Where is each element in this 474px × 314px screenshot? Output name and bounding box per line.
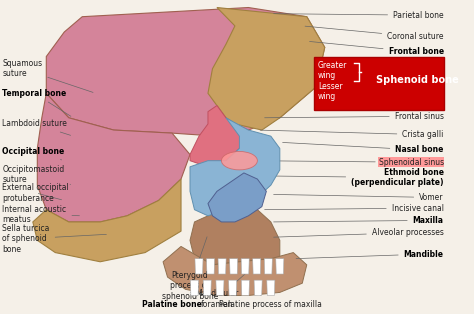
Ellipse shape [221, 151, 257, 170]
Text: Frontal sinus: Frontal sinus [264, 112, 444, 121]
Text: Coronal suture: Coronal suture [305, 26, 444, 41]
Polygon shape [208, 8, 325, 130]
Polygon shape [207, 259, 215, 274]
Text: Palatine bone: Palatine bone [142, 296, 202, 309]
Text: Maxilla: Maxilla [273, 216, 444, 225]
Polygon shape [228, 280, 237, 295]
Text: Internal acoustic
meatus: Internal acoustic meatus [2, 205, 80, 224]
Polygon shape [254, 280, 262, 295]
Text: Sphenoid bone: Sphenoid bone [376, 74, 459, 84]
Text: Ethmoid bone
(perpendicular plate): Ethmoid bone (perpendicular plate) [273, 168, 444, 187]
Polygon shape [37, 93, 190, 222]
Text: Squamous
suture: Squamous suture [2, 59, 93, 92]
Text: Occipitomastoid
suture: Occipitomastoid suture [2, 165, 71, 184]
Text: Mandible: Mandible [296, 250, 444, 259]
Text: Parietal bone: Parietal bone [273, 11, 444, 20]
Text: Occipital bone: Occipital bone [2, 147, 64, 160]
Polygon shape [203, 280, 211, 295]
Text: Alveolar processes: Alveolar processes [273, 228, 444, 237]
Text: Crista galli: Crista galli [260, 130, 444, 139]
Text: Lesser
wing: Lesser wing [318, 82, 343, 101]
Text: Vomer: Vomer [273, 193, 444, 202]
Text: Incisive canal: Incisive canal [264, 204, 444, 213]
Text: Lambdoid suture: Lambdoid suture [2, 119, 71, 135]
Polygon shape [46, 8, 325, 136]
Polygon shape [216, 280, 224, 295]
Text: Sphenoidal sinus: Sphenoidal sinus [255, 158, 444, 167]
Bar [313, 57, 444, 110]
Polygon shape [190, 106, 248, 167]
Polygon shape [253, 259, 261, 274]
Text: Nasal bone: Nasal bone [283, 143, 444, 154]
Text: External occipital
protuberance: External occipital protuberance [2, 183, 69, 203]
Polygon shape [267, 280, 275, 295]
Polygon shape [241, 259, 249, 274]
Polygon shape [218, 259, 226, 274]
Polygon shape [229, 259, 237, 274]
Polygon shape [190, 203, 280, 265]
Polygon shape [190, 118, 280, 216]
Polygon shape [191, 280, 199, 295]
Text: Mandibular
foramen: Mandibular foramen [195, 273, 246, 309]
Polygon shape [264, 259, 273, 274]
Text: Palatine process of maxilla: Palatine process of maxilla [219, 294, 322, 309]
Polygon shape [163, 246, 307, 295]
Text: Greater
wing: Greater wing [318, 61, 347, 80]
Text: Frontal bone: Frontal bone [310, 41, 444, 57]
Text: Temporal bone: Temporal bone [2, 89, 71, 116]
Text: Pterygoid
process of
sphenoid bone: Pterygoid process of sphenoid bone [162, 237, 218, 301]
Text: Sella turcica
of sphenoid
bone: Sella turcica of sphenoid bone [2, 224, 106, 254]
Polygon shape [241, 280, 249, 295]
Polygon shape [33, 179, 181, 262]
Polygon shape [208, 173, 266, 222]
Polygon shape [276, 259, 284, 274]
Polygon shape [195, 259, 203, 274]
